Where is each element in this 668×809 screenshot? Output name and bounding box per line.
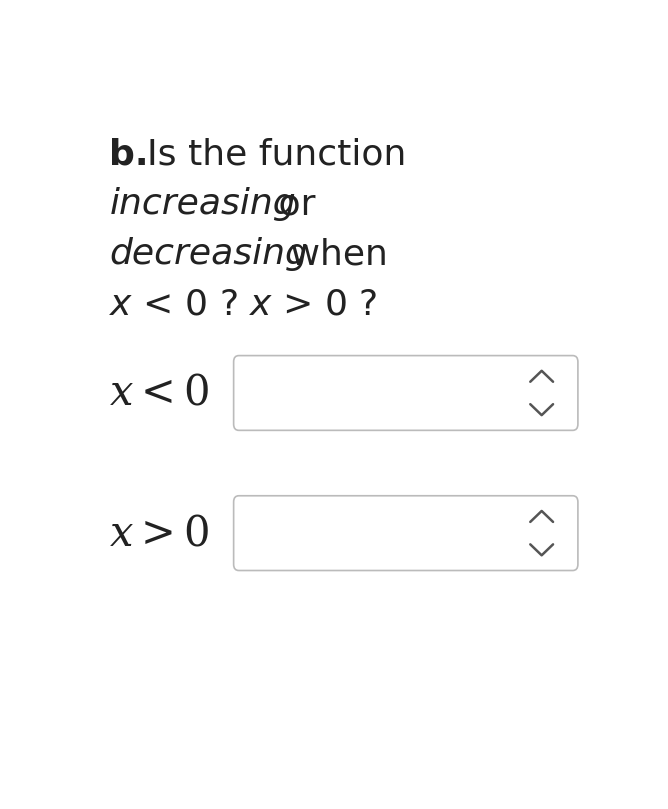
FancyBboxPatch shape bbox=[234, 356, 578, 430]
FancyBboxPatch shape bbox=[234, 496, 578, 570]
Text: increasing: increasing bbox=[110, 188, 296, 222]
Text: $x$ < 0 ? $x$ > 0 ?: $x$ < 0 ? $x$ > 0 ? bbox=[110, 287, 378, 321]
Text: $x < 0$: $x < 0$ bbox=[110, 372, 209, 414]
Text: Is the function: Is the function bbox=[147, 138, 407, 172]
Text: when: when bbox=[279, 237, 388, 271]
Text: decreasing: decreasing bbox=[110, 237, 308, 271]
Text: b.: b. bbox=[110, 138, 149, 172]
Text: or: or bbox=[267, 188, 316, 222]
Text: $x > 0$: $x > 0$ bbox=[110, 512, 209, 554]
